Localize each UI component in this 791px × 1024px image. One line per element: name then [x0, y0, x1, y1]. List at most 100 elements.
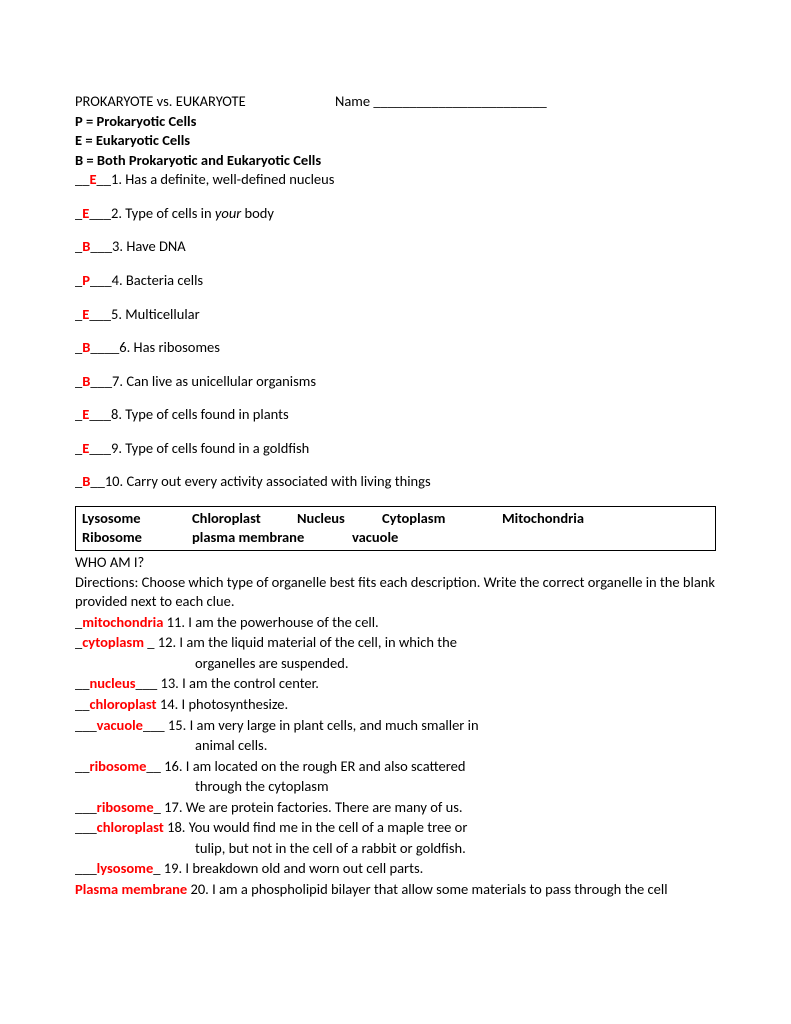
who-am-i-section: WHO AM I? Directions: Choose which type … [75, 553, 716, 900]
organelle-question-16: __ribosome__ 16. I am located on the rou… [75, 757, 716, 777]
word-bank-item: Chloroplast [192, 509, 297, 529]
worksheet-page: PROKARYOTE vs. EUKARYOTE Name __________… [0, 0, 791, 1024]
clue-text: 14. I photosynthesize. [157, 695, 289, 713]
word-bank-item: Ribosome [82, 528, 192, 548]
answer-organelle: chloroplast [97, 818, 164, 836]
organelle-question-20: Plasma membrane 20. I am a phospholipid … [75, 880, 716, 900]
blank-suffix: ___ [89, 405, 111, 423]
question-text: 8. Type of cells found in plants [111, 405, 289, 423]
blank-suffix: _ [153, 859, 160, 877]
clue-continuation: animal cells. [75, 736, 716, 756]
word-bank-item: vacuole [352, 528, 398, 548]
question-7: _B___7. Can live as unicellular organism… [75, 372, 716, 392]
organelle-questions: _ mitochondria 11. I am the powerhouse of… [75, 613, 716, 900]
name-field-label: Name ________________________ [335, 92, 547, 112]
answer-organelle: mitochondria [82, 613, 163, 631]
answer-organelle: lysosome [97, 859, 154, 877]
blank-prefix: ___ [75, 716, 97, 734]
organelle-question-13: __nucleus___ 13. I am the control center… [75, 674, 716, 694]
italic-word: your [215, 204, 241, 222]
legend-p: P = Prokaryotic Cells [75, 112, 716, 132]
answer-organelle: chloroplast [89, 695, 156, 713]
clue-continuation: through the cytoplasm [75, 777, 716, 797]
clue-text: 16. I am located on the rough ER and als… [161, 757, 466, 775]
clue-text: _ 12. I am the liquid material of the ce… [147, 633, 457, 651]
answer-organelle: ribosome [97, 798, 154, 816]
word-bank-row-2: Ribosomeplasma membranevacuole [82, 528, 709, 548]
blank-suffix: ___ [143, 716, 165, 734]
word-bank-item: Mitochondria [502, 509, 584, 529]
blank-suffix: ___ [89, 305, 111, 323]
question-text: 7. Can live as unicellular organisms [112, 372, 316, 390]
blank-suffix: ___ [90, 237, 112, 255]
clue-text: 15. I am very large in plant cells, and … [165, 716, 479, 734]
organelle-question-14: __chloroplast 14. I photosynthesize. [75, 695, 716, 715]
blank-suffix: ___ [90, 372, 112, 390]
blank-suffix: ___ [89, 204, 111, 222]
question-10: _B__10. Carry out every activity associa… [75, 472, 716, 492]
question-5: _E___5. Multicellular [75, 305, 716, 325]
question-text: 2. Type of cells in [111, 204, 215, 222]
organelle-question-12: _cytoplasm _ 12. I am the liquid materia… [75, 633, 716, 653]
question-4: _P___4. Bacteria cells [75, 271, 716, 291]
blank-suffix: ___ [89, 439, 111, 457]
answer-organelle: ribosome [89, 757, 146, 775]
question-6: _B____6. Has ribosomes [75, 338, 716, 358]
question-text: 6. Has ribosomes [119, 338, 220, 356]
blank-suffix: __ [90, 472, 104, 490]
directions-text: Directions: Choose which type of organel… [75, 573, 716, 612]
clue-text: 18. You would find me in the cell of a m… [164, 818, 468, 836]
organelle-question-15: ___vacuole___ 15. I am very large in pla… [75, 716, 716, 736]
blank-suffix: ____ [90, 338, 119, 356]
organelle-question-17: ___ribosome_ 17. We are protein factorie… [75, 798, 716, 818]
question-1: __E__1. Has a definite, well-defined nuc… [75, 170, 716, 190]
question-text: 5. Multicellular [111, 305, 200, 323]
blank-suffix: ___ [90, 271, 112, 289]
word-bank-item: Lysosome [82, 509, 192, 529]
blank-prefix: ___ [75, 798, 97, 816]
blank-suffix: __ [97, 170, 111, 188]
blank-prefix: ___ [75, 859, 97, 877]
question-text: 4. Bacteria cells [112, 271, 203, 289]
questions-section: __E__1. Has a definite, well-defined nuc… [75, 170, 716, 492]
blank-prefix: __ [75, 695, 89, 713]
legend-e: E = Eukaryotic Cells [75, 131, 716, 151]
organelle-question-11: _mitochondria 11. I am the powerhouse of… [75, 613, 716, 633]
blank-prefix: __ [75, 757, 89, 775]
clue-text: 13. I am the control center. [157, 674, 319, 692]
clue-continuation: tulip, but not in the cell of a rabbit o… [75, 839, 716, 859]
organelle-question-18: ___chloroplast 18. You would find me in … [75, 818, 716, 838]
word-bank-item: plasma membrane [192, 528, 352, 548]
answer-organelle: cytoplasm [82, 633, 144, 651]
blank-prefix: __ [75, 170, 89, 188]
header-row: PROKARYOTE vs. EUKARYOTE Name __________… [75, 92, 716, 112]
question-text: 10. Carry out every activity associated … [105, 472, 431, 490]
answer-organelle: Plasma membrane [75, 880, 187, 898]
worksheet-title: PROKARYOTE vs. EUKARYOTE [75, 92, 335, 112]
clue-text: 20. I am a phospholipid bilayer that all… [187, 880, 667, 898]
clue-text: 19. I breakdown old and worn out cell pa… [161, 859, 424, 877]
legend-b: B = Both Prokaryotic and Eukaryotic Cell… [75, 151, 716, 171]
blank-suffix: _ [154, 798, 161, 816]
question-8: _E___8. Type of cells found in plants [75, 405, 716, 425]
word-bank-item: Nucleus [297, 509, 382, 529]
blank-suffix: ___ [136, 674, 158, 692]
question-2: _E___2. Type of cells in your body [75, 204, 716, 224]
organelle-question-19: ___lysosome_ 19. I breakdown old and wor… [75, 859, 716, 879]
blank-suffix: __ [146, 757, 160, 775]
blank-prefix: ___ [75, 818, 97, 836]
clue-text: 11. I am the powerhouse of the cell. [163, 613, 378, 631]
word-bank-item: Cytoplasm [382, 509, 502, 529]
clue-text: 17. We are protein factories. There are … [161, 798, 463, 816]
question-text: 3. Have DNA [112, 237, 186, 255]
question-text: 9. Type of cells found in a goldfish [111, 439, 309, 457]
question-text: 1. Has a definite, well-defined nucleus [111, 170, 334, 188]
answer-letter: P [82, 271, 90, 289]
clue-continuation: organelles are suspended. [75, 654, 716, 674]
question-9: _E___9. Type of cells found in a goldfis… [75, 439, 716, 459]
section-heading: WHO AM I? [75, 553, 716, 573]
question-text-2: body [241, 204, 274, 222]
word-bank: LysosomeChloroplastNucleusCytoplasmMitoc… [75, 506, 716, 551]
answer-organelle: nucleus [89, 674, 135, 692]
answer-organelle: vacuole [97, 716, 143, 734]
